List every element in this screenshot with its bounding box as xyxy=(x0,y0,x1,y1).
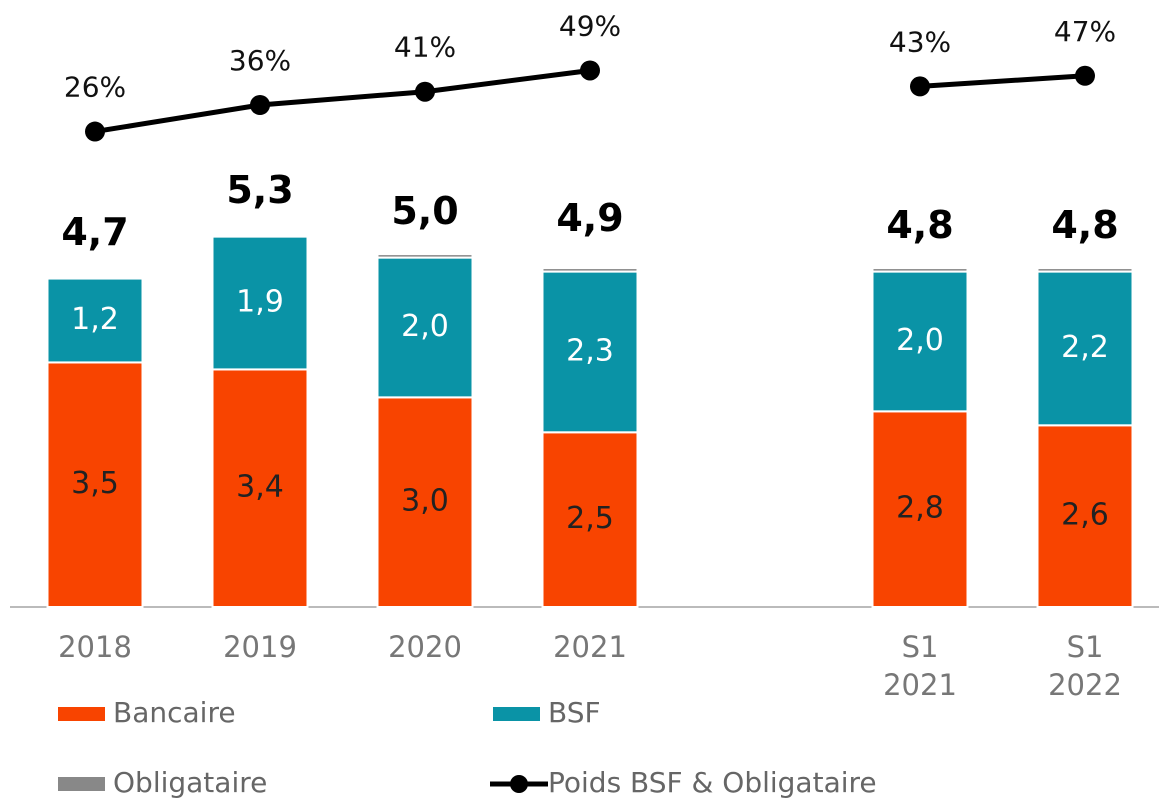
bar-segment xyxy=(46,361,144,608)
x-tick-label: 2020 xyxy=(388,630,462,664)
legend-label: BSF xyxy=(548,696,601,729)
line-label: 41% xyxy=(394,31,456,64)
bar-segment xyxy=(1036,424,1134,608)
total-label: 4,8 xyxy=(1051,203,1118,247)
value-label: 1,2 xyxy=(71,302,119,337)
total-label: 5,3 xyxy=(226,168,293,212)
bar-segment xyxy=(871,267,969,273)
bar-segment xyxy=(1036,267,1134,273)
bar-segment xyxy=(1036,270,1134,427)
bar-segment xyxy=(46,277,144,364)
line-label: 43% xyxy=(889,25,951,58)
bar-segment xyxy=(541,267,639,273)
value-label: 2,0 xyxy=(401,309,449,344)
value-label: 2,6 xyxy=(1061,498,1109,533)
x-tick-label: S1 2021 xyxy=(883,630,957,702)
total-label: 5,0 xyxy=(391,189,458,233)
line-marker xyxy=(415,81,435,102)
legend-swatch xyxy=(493,707,540,721)
line-marker xyxy=(250,94,270,115)
line-label: 26% xyxy=(64,71,126,104)
legend-label: Poids BSF & Obligataire xyxy=(548,766,877,799)
line-marker xyxy=(580,60,600,81)
total-label: 4,9 xyxy=(556,196,623,240)
value-label: 1,9 xyxy=(236,285,284,320)
legend-label: Bancaire xyxy=(113,696,236,729)
bar-segment xyxy=(541,270,639,434)
bar-segment xyxy=(376,256,474,399)
bar-segment xyxy=(211,235,309,371)
legend-label: Obligataire xyxy=(113,766,267,799)
total-label: 4,8 xyxy=(886,203,953,247)
line xyxy=(94,67,591,135)
value-label: 2,2 xyxy=(1061,330,1109,365)
line-marker xyxy=(910,76,930,97)
bar-segment xyxy=(376,253,474,259)
legend-marker xyxy=(510,775,528,793)
legend-swatch xyxy=(58,777,105,791)
total-label: 4,7 xyxy=(61,210,128,254)
x-tick-label: S1 2022 xyxy=(1048,630,1122,702)
value-label: 3,0 xyxy=(401,484,449,519)
x-tick-label: 2021 xyxy=(553,630,627,664)
bar-segment xyxy=(376,396,474,608)
value-label: 2,5 xyxy=(566,501,614,536)
line xyxy=(919,73,1086,89)
bar-segment xyxy=(541,431,639,608)
x-tick-label: 2018 xyxy=(58,630,132,664)
legend-swatch xyxy=(58,707,105,721)
value-label: 2,3 xyxy=(566,333,614,368)
line-label: 49% xyxy=(559,9,621,42)
value-label: 2,0 xyxy=(896,323,944,358)
bar-segment xyxy=(871,410,969,609)
line-label: 36% xyxy=(229,44,291,77)
line-marker xyxy=(1075,65,1095,86)
value-label: 3,5 xyxy=(71,466,119,501)
bar-segment xyxy=(871,270,969,413)
value-label: 2,8 xyxy=(896,491,944,526)
value-label: 3,4 xyxy=(236,470,284,505)
line-label: 47% xyxy=(1054,15,1116,48)
x-tick-label: 2019 xyxy=(223,630,297,664)
line-marker xyxy=(85,121,105,142)
